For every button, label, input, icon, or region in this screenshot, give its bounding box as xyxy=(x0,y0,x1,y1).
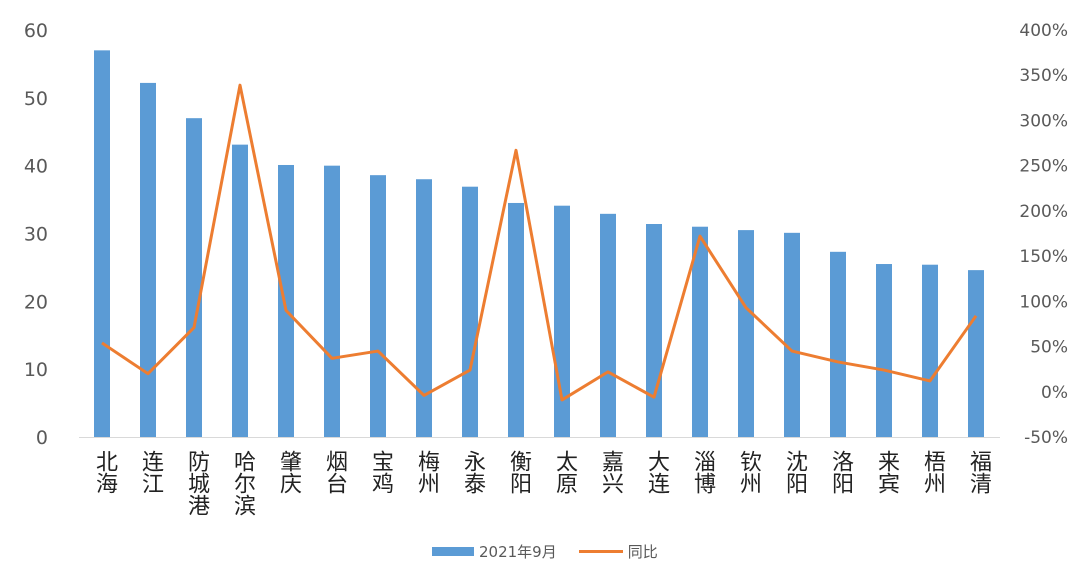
x-tick-label: 衡阳 xyxy=(506,450,531,494)
bar xyxy=(876,264,892,437)
bar xyxy=(278,164,294,437)
bar xyxy=(830,251,846,437)
x-tick-label: 北海 xyxy=(92,450,117,494)
x-tick-label: 防城港 xyxy=(184,450,209,516)
bar xyxy=(646,224,662,437)
legend-swatch-bar xyxy=(432,547,474,556)
x-tick-label: 肇庆 xyxy=(276,450,301,494)
y-right-tick: 250% xyxy=(1019,157,1068,177)
y-left-tick: 50 xyxy=(24,88,48,110)
bar xyxy=(140,82,156,437)
bar xyxy=(554,205,570,437)
bar xyxy=(94,50,110,437)
x-tick-label: 洛阳 xyxy=(828,450,853,494)
legend: 2021年9月 同比 xyxy=(432,541,658,562)
bar xyxy=(968,270,984,437)
bar xyxy=(738,230,754,437)
y-right-tick: 350% xyxy=(1019,66,1068,86)
legend-label-line: 同比 xyxy=(627,543,658,561)
y-left-tick: 20 xyxy=(24,291,48,313)
x-tick-label: 连江 xyxy=(138,450,163,494)
y-right-tick: 300% xyxy=(1019,111,1068,131)
y-left-tick: 40 xyxy=(24,156,48,178)
legend-swatch-line xyxy=(578,550,623,553)
y-right-tick: 400% xyxy=(1019,21,1068,41)
x-tick-label: 福清 xyxy=(966,450,991,494)
bar xyxy=(232,144,248,437)
x-tick-label: 烟台 xyxy=(322,450,347,494)
x-tick-label: 永泰 xyxy=(460,450,485,494)
x-tick-label: 淄博 xyxy=(690,450,715,494)
x-tick-label: 大连 xyxy=(644,450,669,494)
x-tick-label: 钦州 xyxy=(736,450,761,494)
y-right-tick: 150% xyxy=(1019,247,1068,267)
legend-label-bar: 2021年9月 xyxy=(479,543,557,561)
bar xyxy=(370,175,386,437)
bar xyxy=(324,165,340,437)
y-left-tick: 60 xyxy=(24,20,48,42)
y-right-tick: 200% xyxy=(1019,202,1068,222)
bar xyxy=(692,226,708,437)
x-tick-label: 梅州 xyxy=(414,450,439,494)
y-right-tick: 0% xyxy=(1041,383,1068,403)
bar xyxy=(462,186,478,437)
bar xyxy=(508,202,524,437)
x-tick-label: 太原 xyxy=(552,450,577,494)
bar xyxy=(600,213,616,437)
y-right-tick: -50% xyxy=(1024,428,1068,448)
y-right-tick: 50% xyxy=(1030,338,1068,358)
y-right-tick: 100% xyxy=(1019,292,1068,312)
x-tick-label: 梧州 xyxy=(920,450,945,494)
y-left-tick: 10 xyxy=(24,359,48,381)
bar xyxy=(416,179,432,437)
bar xyxy=(922,264,938,437)
bar xyxy=(186,118,202,437)
y-left-tick: 0 xyxy=(36,427,48,449)
bar xyxy=(784,232,800,437)
line-series xyxy=(101,83,978,402)
x-tick-label: 哈尔滨 xyxy=(230,450,255,516)
x-tick-label: 嘉兴 xyxy=(598,450,623,494)
x-tick-label: 来宾 xyxy=(874,450,899,494)
y-left-tick: 30 xyxy=(24,224,48,246)
x-tick-label: 沈阳 xyxy=(782,450,807,494)
x-tick-label: 宝鸡 xyxy=(368,450,393,494)
